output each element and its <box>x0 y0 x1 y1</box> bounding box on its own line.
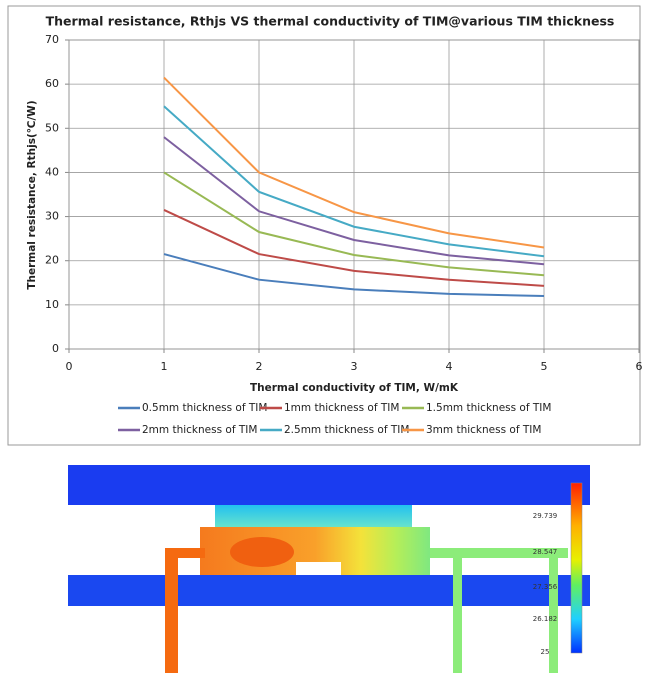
colorbar-label: 29.739 <box>533 512 558 520</box>
hot-spot <box>230 537 294 567</box>
x-tick-label: 5 <box>541 360 548 373</box>
legend-label: 2.5mm thickness of TIM <box>284 424 409 436</box>
x-tick-label: 1 <box>161 360 168 373</box>
pipe <box>453 558 462 673</box>
gap <box>296 562 341 575</box>
legend-label: 3mm thickness of TIM <box>426 424 541 436</box>
colorbar-label: 27.356 <box>533 583 558 591</box>
y-tick-label: 0 <box>52 342 59 355</box>
y-tick-label: 10 <box>45 298 59 311</box>
legend-label: 1.5mm thickness of TIM <box>426 402 551 414</box>
x-tick-label: 2 <box>256 360 263 373</box>
series-line <box>163 209 545 287</box>
x-tick-label: 3 <box>351 360 358 373</box>
y-tick-label: 50 <box>45 121 59 134</box>
y-tick-label: 70 <box>45 33 59 46</box>
series-line <box>163 253 545 298</box>
colorbar-label: 26.182 <box>533 615 558 623</box>
thermal-image: 29.739 28.547 27.356 26.182 25 <box>68 463 590 673</box>
colorbar <box>570 482 583 654</box>
y-tick-label: 20 <box>45 254 59 267</box>
series-line <box>163 105 545 258</box>
y-tick-label: 60 <box>45 77 59 90</box>
chart-title: Thermal resistance, Rthjs VS thermal con… <box>46 14 615 29</box>
series-line <box>163 136 545 266</box>
x-axis-title: Thermal conductivity of TIM, W/mK <box>250 382 459 394</box>
colorbar-label: 25 <box>541 648 550 656</box>
blue-plate <box>68 465 590 505</box>
legend-label: 2mm thickness of TIM <box>142 424 257 436</box>
blue-plate <box>68 575 590 606</box>
legend-label: 0.5mm thickness of TIM <box>142 402 267 414</box>
colorbar-label: 28.547 <box>533 548 558 556</box>
y-axis-title: Thermal resistance, Rthjs(℃/W) <box>26 100 38 289</box>
x-tick-label: 0 <box>66 360 73 373</box>
series-line <box>163 76 545 249</box>
y-tick-label: 30 <box>45 210 59 223</box>
pipe <box>549 558 558 673</box>
x-tick-label: 6 <box>636 360 643 373</box>
pipe <box>165 548 178 673</box>
y-tick-label: 40 <box>45 165 59 178</box>
x-tick-label: 4 <box>446 360 453 373</box>
pipe <box>165 548 205 558</box>
plot: 0 10 20 30 40 50 60 70 0 1 2 3 4 5 6 0.5mm thickness of… <box>45 33 643 436</box>
series-line <box>163 171 545 277</box>
legend-label: 1mm thickness of TIM <box>284 402 399 414</box>
pipe <box>430 548 568 558</box>
